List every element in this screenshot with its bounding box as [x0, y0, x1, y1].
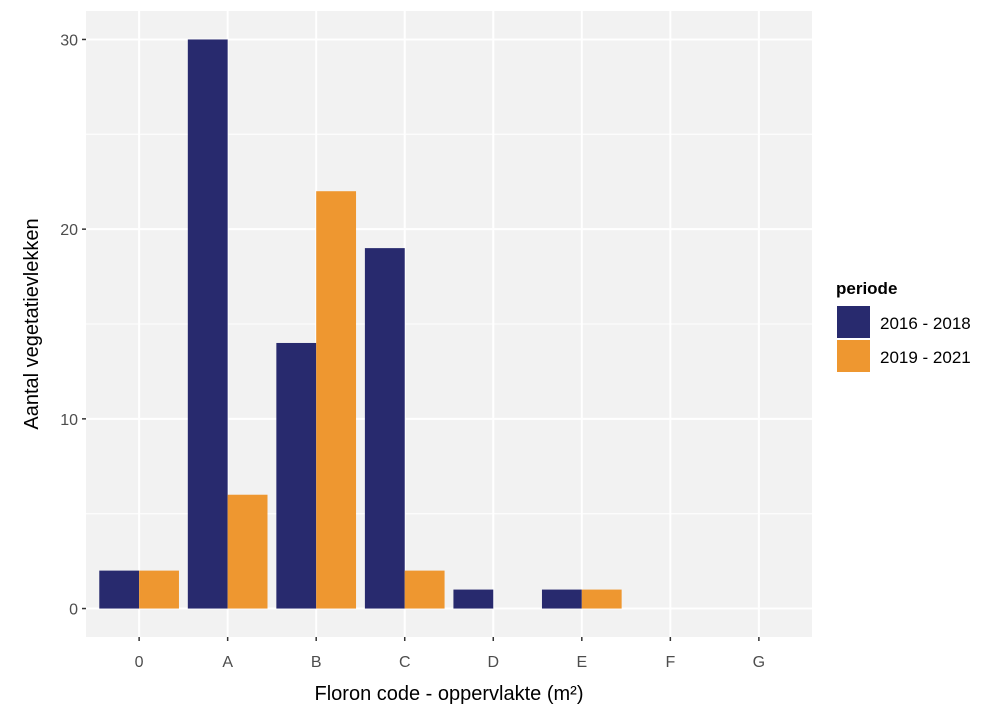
y-axis-ticks: 0 10 20 30 [60, 32, 86, 619]
bar-E-series-1 [581, 589, 622, 609]
x-tick-label: 0 [135, 654, 144, 671]
y-axis-title: Aantal vegetatievlekken [21, 218, 43, 429]
bar-A-series-1 [227, 494, 268, 609]
x-tick-label: D [487, 654, 499, 671]
legend: periode 2016 - 2018 2019 - 2021 [836, 279, 971, 372]
x-axis-ticks: 0 A B C D E F G [135, 637, 765, 671]
bar-D-series-0 [453, 589, 494, 609]
x-axis-title: Floron code - oppervlakte (m²) [315, 683, 584, 705]
legend-swatch-2019-2021 [837, 340, 870, 372]
bar-B-series-1 [316, 191, 357, 609]
x-tick-label: B [311, 654, 322, 671]
x-tick-label: G [753, 654, 765, 671]
legend-label-2019-2021: 2019 - 2021 [880, 348, 971, 367]
x-tick-label: C [399, 654, 411, 671]
y-tick-label: 30 [60, 32, 78, 49]
y-tick-label: 0 [69, 602, 78, 619]
bar-C-series-1 [404, 570, 445, 609]
y-tick-label: 20 [60, 222, 78, 239]
bars [99, 39, 622, 609]
bar-A-series-0 [187, 39, 228, 609]
legend-label-2016-2018: 2016 - 2018 [880, 314, 971, 333]
x-tick-label: A [222, 654, 233, 671]
y-tick-label: 10 [60, 412, 78, 429]
bar-E-series-0 [541, 589, 582, 609]
bar-0-series-1 [139, 570, 179, 609]
bar-C-series-0 [364, 248, 405, 609]
legend-swatch-2016-2018 [837, 306, 870, 338]
bar-B-series-0 [276, 342, 317, 609]
x-tick-label: E [576, 654, 587, 671]
x-tick-label: F [665, 654, 675, 671]
bar-0-series-0 [99, 570, 140, 609]
legend-title: periode [836, 279, 897, 298]
